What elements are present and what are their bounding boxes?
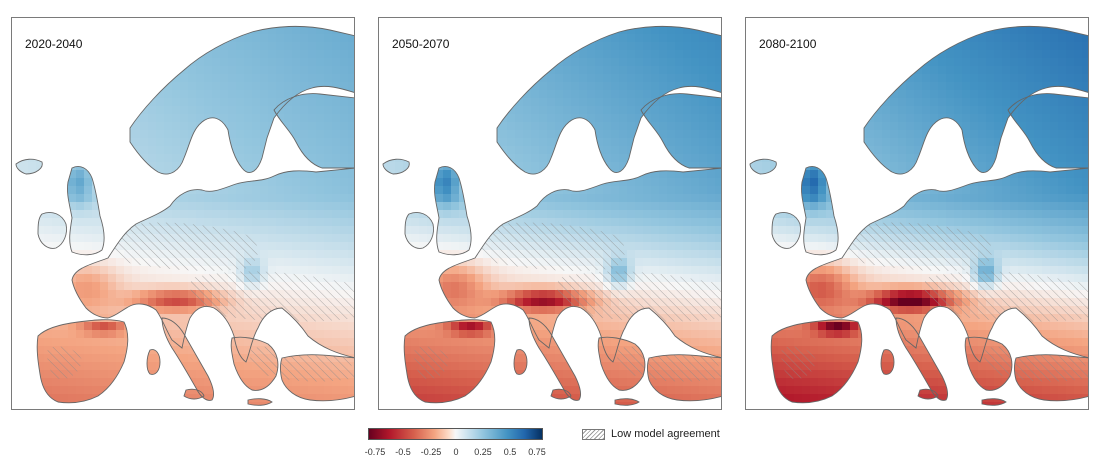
map-panel-2080-2100: 2080-2100	[745, 17, 1089, 410]
coastline-finland	[640, 93, 721, 169]
coastline-britain	[801, 166, 839, 256]
coastline-sicily	[917, 388, 939, 400]
coastline-iceland	[15, 158, 43, 175]
coastline-italy	[528, 317, 582, 401]
colorbar-tick: 0	[453, 447, 459, 457]
coastline-sardinia	[146, 349, 161, 375]
coastline-scandinavia	[496, 25, 721, 175]
colorbar-tick: -0.75	[364, 447, 386, 457]
colorbar-tick: 0.5	[503, 447, 517, 457]
low-agreement-hatch	[47, 346, 82, 380]
coastline-sardinia	[513, 349, 528, 375]
coastline-finland	[1007, 93, 1088, 169]
low-agreement-hatch	[842, 222, 992, 271]
coastline-iceland	[749, 158, 777, 175]
map-canvas	[15, 25, 354, 406]
coastline-balkans	[597, 336, 646, 391]
coastline-italy	[895, 317, 949, 401]
low-agreement-hatch	[475, 222, 625, 271]
low-agreement-hatch	[781, 346, 816, 380]
colorbar-tick: -0.5	[395, 447, 411, 457]
coastline-sardinia	[880, 349, 895, 375]
coastline-iberia	[36, 319, 129, 404]
coastline-ireland	[771, 212, 801, 249]
colorbar	[368, 428, 543, 440]
coastline-turkey	[280, 354, 354, 402]
colorbar-tick: 0.75	[528, 447, 546, 457]
coastline-iceland	[382, 158, 410, 175]
low-agreement-hatch	[414, 346, 449, 380]
coastline-iberia	[770, 319, 863, 404]
panel-title: 2080-2100	[759, 37, 817, 51]
coastline-finland	[273, 93, 354, 169]
coastline-italy	[161, 317, 215, 401]
coastline-scandinavia	[863, 25, 1088, 175]
colorbar-tick: -0.25	[420, 447, 442, 457]
panel-title: 2050-2070	[392, 37, 450, 51]
climate-field	[16, 26, 354, 406]
coastline-ireland	[404, 212, 434, 249]
coastline-scandinavia	[129, 25, 354, 175]
coastline-mainland	[71, 167, 354, 363]
map-panel-2050-2070: 2050-2070	[378, 17, 722, 410]
low-agreement-hatch	[190, 271, 354, 322]
coastline-turkey	[647, 354, 721, 402]
coastline-crete	[981, 398, 1007, 406]
colorbar-tick: 0.25	[474, 447, 492, 457]
hatch-legend-label: Low model agreement	[611, 428, 720, 440]
low-agreement-hatch	[557, 271, 721, 322]
coastline-ireland	[37, 212, 67, 249]
coastline-britain	[67, 166, 105, 256]
climate-field	[750, 26, 1088, 406]
map-canvas	[749, 25, 1088, 406]
map-panel-2020-2040: 2020-2040	[11, 17, 355, 410]
low-agreement-hatch	[108, 222, 258, 271]
coastline-turkey	[1014, 354, 1088, 402]
panel-title: 2020-2040	[25, 37, 83, 51]
map-canvas	[382, 25, 721, 406]
coastline-crete	[614, 398, 640, 406]
coastline-mainland	[438, 167, 721, 363]
coastline-sicily	[183, 388, 205, 400]
coastline-sicily	[550, 388, 572, 400]
coastline-balkans	[964, 336, 1013, 391]
coastline-britain	[434, 166, 472, 256]
coastline-crete	[247, 398, 273, 406]
low-agreement-hatch	[924, 271, 1088, 322]
coastline-iberia	[403, 319, 496, 404]
coastline-mainland	[805, 167, 1088, 363]
hatch-legend-swatch	[582, 429, 605, 440]
coastline-balkans	[230, 336, 279, 391]
climate-field	[383, 26, 721, 406]
